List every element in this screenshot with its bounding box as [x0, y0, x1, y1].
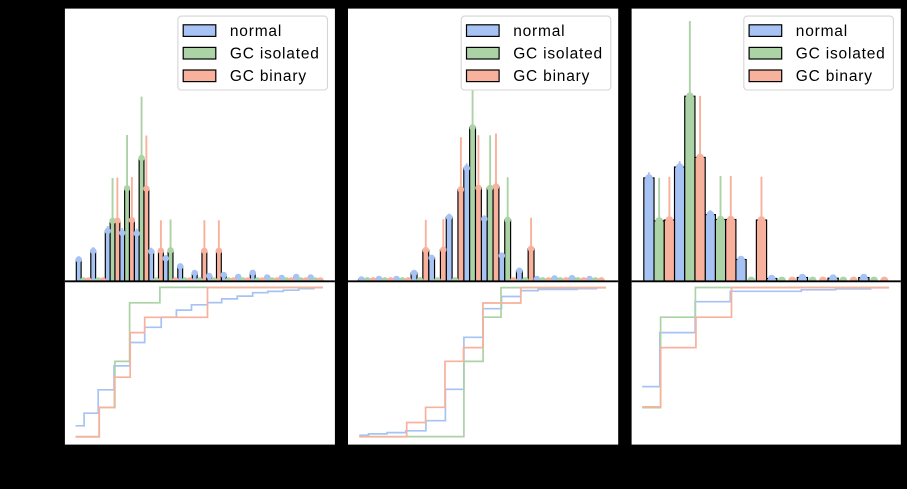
- svg-text:normal: normal: [230, 23, 282, 40]
- svg-text:GC binary: GC binary: [513, 68, 590, 85]
- svg-text:normal: normal: [513, 23, 565, 40]
- svg-text:normal: normal: [796, 23, 848, 40]
- svg-text:GC binary: GC binary: [230, 68, 307, 85]
- svg-text:GC isolated: GC isolated: [513, 46, 603, 63]
- svg-text:GC isolated: GC isolated: [230, 46, 320, 63]
- svg-text:GC isolated: GC isolated: [796, 46, 886, 63]
- svg-text:GC binary: GC binary: [796, 68, 873, 85]
